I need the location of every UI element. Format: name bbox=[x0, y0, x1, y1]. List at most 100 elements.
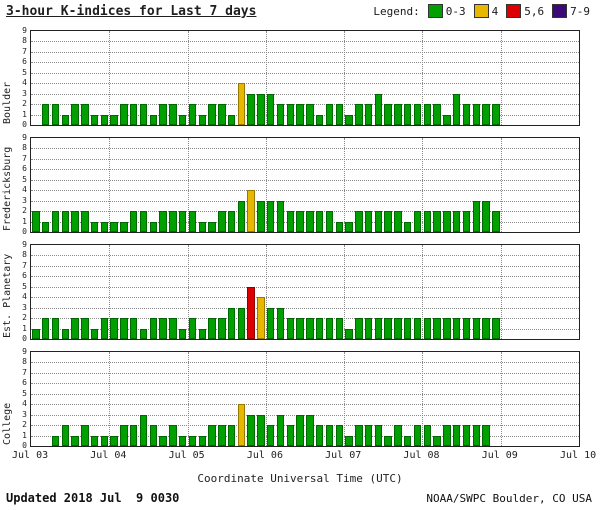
y-tick-label: 5 bbox=[22, 174, 27, 184]
k-index-bar bbox=[110, 114, 118, 125]
plot-area bbox=[30, 137, 580, 233]
y-tick-label: 2 bbox=[22, 313, 27, 323]
v-gridline bbox=[265, 31, 267, 125]
h-gridline bbox=[31, 179, 579, 181]
h-gridline bbox=[31, 276, 579, 278]
k-index-bar bbox=[384, 318, 392, 339]
k-index-bar bbox=[296, 104, 304, 125]
k-index-bar bbox=[462, 211, 471, 232]
y-tick-label: 0 bbox=[22, 120, 27, 129]
k-index-bar bbox=[364, 318, 373, 339]
v-gridline bbox=[109, 31, 111, 125]
k-index-bar bbox=[413, 318, 422, 339]
k-index-bar bbox=[178, 435, 187, 446]
k-index-bar bbox=[71, 211, 79, 232]
k-index-bar bbox=[384, 104, 392, 125]
h-gridline bbox=[31, 104, 579, 106]
k-index-bar bbox=[423, 318, 431, 339]
y-tick-label: 3 bbox=[22, 409, 27, 419]
h-gridline bbox=[31, 286, 579, 288]
h-gridline bbox=[31, 318, 579, 320]
y-tick-label: 5 bbox=[22, 67, 27, 77]
k-index-bar bbox=[32, 328, 40, 339]
k-index-bar bbox=[41, 318, 50, 339]
k-index-bar bbox=[267, 200, 275, 232]
v-gridline bbox=[422, 245, 424, 339]
k-index-bar bbox=[198, 328, 206, 339]
k-index-bar bbox=[482, 318, 490, 339]
y-tick-label: 5 bbox=[22, 388, 27, 398]
y-tick-label: 1 bbox=[22, 109, 27, 119]
y-tick-label: 4 bbox=[22, 292, 27, 302]
k-index-bar bbox=[100, 221, 109, 232]
y-tick-label: 9 bbox=[22, 347, 27, 356]
k-index-bar bbox=[51, 435, 60, 446]
h-gridline bbox=[31, 425, 579, 427]
y-tick-label: 7 bbox=[22, 260, 27, 270]
k-index-bar bbox=[306, 318, 314, 339]
k-index-bar bbox=[247, 190, 255, 232]
k-index-bar bbox=[286, 211, 294, 232]
k-index-bar bbox=[41, 104, 50, 125]
k-index-bar bbox=[364, 104, 373, 125]
x-tick-label: Jul 04 bbox=[90, 450, 127, 461]
legend-item: 4 bbox=[473, 4, 499, 18]
k-index-bar bbox=[472, 318, 480, 339]
k-index-bar bbox=[61, 211, 69, 232]
k-index-bar bbox=[384, 435, 392, 446]
k-index-bar bbox=[296, 414, 304, 446]
k-index-bar bbox=[237, 200, 246, 232]
k-index-bar bbox=[374, 93, 383, 125]
legend-item: 0-3 bbox=[427, 4, 466, 18]
legend-item-label: 5,6 bbox=[524, 4, 545, 18]
y-tick-label: 8 bbox=[22, 250, 27, 260]
h-gridline bbox=[31, 307, 579, 309]
k-index-bar bbox=[443, 114, 451, 125]
k-index-bar bbox=[90, 435, 99, 446]
y-tick-label: 6 bbox=[22, 164, 27, 174]
plot-area bbox=[30, 30, 580, 126]
k-index-bar bbox=[423, 425, 431, 446]
k-index-bar bbox=[61, 114, 69, 125]
v-gridline bbox=[109, 245, 111, 339]
k-index-bar bbox=[306, 104, 314, 125]
v-gridline bbox=[422, 352, 424, 446]
k-index-bar bbox=[364, 211, 373, 232]
k-index-bar bbox=[452, 211, 461, 232]
k-index-bar bbox=[355, 425, 363, 446]
y-tick-label: 0 bbox=[22, 334, 27, 343]
y-tick-label: 8 bbox=[22, 357, 27, 367]
k-index-bar bbox=[149, 425, 157, 446]
k-index-bar bbox=[413, 425, 422, 446]
k-index-bar bbox=[394, 104, 402, 125]
k-index-bar bbox=[413, 104, 422, 125]
h-gridline bbox=[31, 83, 579, 85]
k-index-bar bbox=[433, 435, 441, 446]
k-index-bar bbox=[169, 425, 177, 446]
source-text: NOAA/SWPC Boulder, CO USA bbox=[426, 492, 592, 505]
x-tick-label: Jul 09 bbox=[481, 450, 518, 461]
y-tick-label: 1 bbox=[22, 216, 27, 226]
h-gridline bbox=[31, 190, 579, 192]
legend-item-label: 4 bbox=[491, 4, 499, 18]
h-gridline bbox=[31, 372, 579, 374]
k-index-bar bbox=[315, 425, 324, 446]
k-index-bar bbox=[306, 414, 314, 446]
k-index-bar bbox=[198, 435, 206, 446]
k-index-bar bbox=[384, 211, 392, 232]
k-index-bar bbox=[325, 318, 334, 339]
k-index-bar bbox=[71, 435, 79, 446]
k-index-bar bbox=[443, 425, 451, 446]
k-index-bar bbox=[257, 93, 265, 125]
k-index-bar bbox=[482, 104, 490, 125]
h-gridline bbox=[31, 51, 579, 53]
k-index-bar bbox=[404, 435, 412, 446]
h-gridline bbox=[31, 148, 579, 150]
h-gridline bbox=[31, 158, 579, 160]
v-gridline bbox=[344, 245, 346, 339]
k-index-bar bbox=[90, 328, 99, 339]
k-index-bar bbox=[139, 414, 148, 446]
k-index-bar bbox=[130, 318, 138, 339]
panel-college: College 0 1 2 3 4 5 6 7 8 9 bbox=[0, 347, 600, 450]
h-gridline bbox=[31, 297, 579, 299]
